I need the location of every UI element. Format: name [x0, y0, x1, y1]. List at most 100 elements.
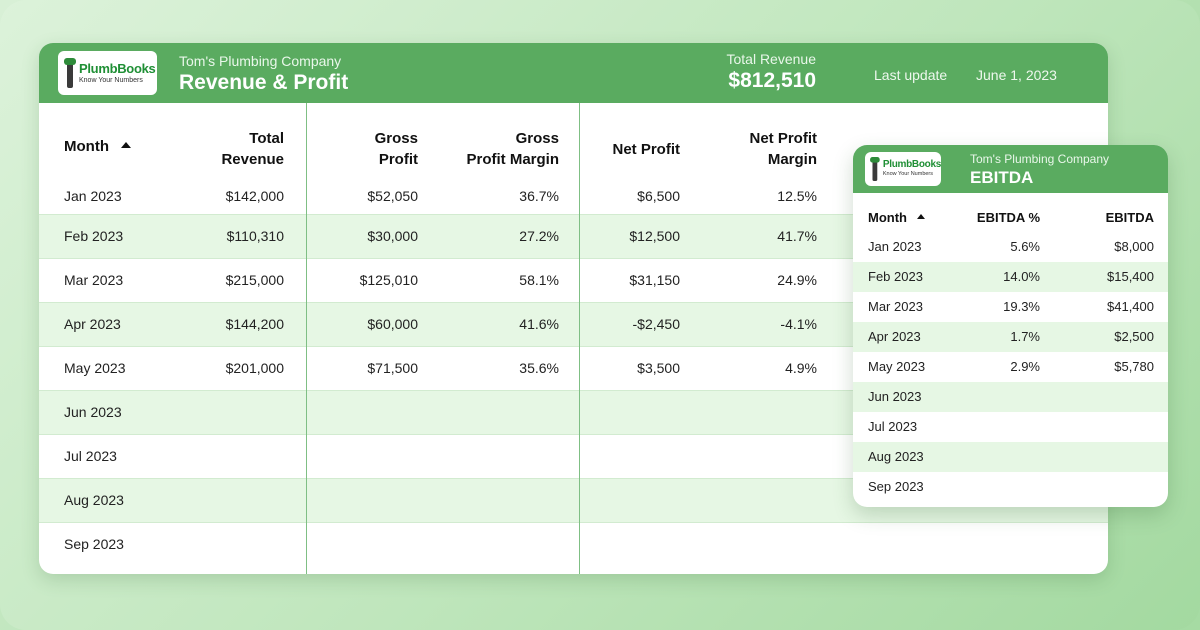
net-profit-margin-cell: -4.1%	[780, 316, 817, 332]
month-cell: May 2023	[64, 360, 126, 376]
ebitda-table-row: Mar 2023 19.3% $41,400	[853, 292, 1168, 322]
net-profit-cell	[580, 479, 680, 523]
gross-profit-margin-cell: 41.6%	[519, 316, 559, 332]
sort-ascending-icon	[916, 214, 925, 220]
gross-profit-margin-cell: 35.6%	[519, 360, 559, 376]
column-divider	[306, 103, 307, 574]
wrench-icon	[64, 58, 76, 88]
column-header-gross-profit[interactable]: Gross Profit	[318, 128, 418, 170]
logo-brand: PlumbBooks	[882, 159, 941, 171]
gross-profit-cell: $30,000	[367, 228, 418, 244]
net-profit-margin-cell	[697, 479, 817, 523]
net-profit-margin-cell: 24.9%	[777, 272, 817, 288]
table-row: Jan 2023 $142,000 $52,050 36.7% $6,500 12.5%	[39, 175, 1108, 221]
month-cell: Mar 2023	[868, 299, 923, 314]
ebitda-value-cell: $8,000	[1114, 239, 1154, 254]
gross-profit-cell	[318, 523, 418, 567]
net-profit-cell	[580, 391, 680, 435]
ebitda-value-cell: $41,400	[1107, 299, 1154, 314]
revenue-profit-header: PlumbBooks Know Your Numbers Tom's Plumb…	[39, 43, 1108, 103]
ebitda-value-cell: $2,500	[1114, 329, 1154, 344]
ebitda-company-name: Tom's Plumbing Company	[970, 152, 1110, 166]
gross-profit-cell: $60,000	[367, 316, 418, 332]
ebitda-title: EBITDA	[970, 168, 1034, 187]
plumbbooks-logo: PlumbBooks Know Your Numbers	[865, 152, 941, 186]
ebitda-table-row: Jun 2023	[853, 382, 1168, 412]
header-line-1: Net Profit	[749, 130, 818, 147]
ebitda-column-header-month[interactable]: Month	[868, 210, 925, 225]
gross-profit-cell: $52,050	[367, 188, 418, 204]
ebitda-pct-cell: 5.6%	[1010, 239, 1040, 254]
ebitda-pct-cell: 2.9%	[1010, 359, 1040, 374]
header-line-1: Gross	[374, 130, 418, 147]
ebitda-card: PlumbBooks Know Your Numbers Tom's Plumb…	[853, 145, 1168, 507]
ebitda-pct-cell	[953, 472, 1040, 502]
gross-profit-cell: $71,500	[367, 360, 418, 376]
total-revenue-cell	[184, 523, 284, 567]
column-header-net-profit-margin[interactable]: Net Profit Margin	[697, 128, 818, 170]
column-header-month[interactable]: Month	[64, 136, 131, 157]
month-cell: Sep 2023	[868, 479, 924, 494]
ebitda-column-header-pct[interactable]: EBITDA %	[976, 210, 1040, 225]
header-line-1: Total	[249, 130, 284, 147]
header-line-2: Profit Margin	[466, 151, 560, 168]
table-row: Jul 2023	[39, 434, 1108, 478]
month-cell: Sep 2023	[64, 536, 124, 552]
month-cell: Jul 2023	[64, 448, 117, 464]
net-profit-cell: -$2,450	[632, 316, 680, 332]
month-cell: Apr 2023	[64, 316, 121, 332]
header-line-1: Gross	[515, 130, 559, 147]
ebitda-column-header-value[interactable]: EBITDA	[1105, 210, 1154, 225]
ebitda-value-cell	[1053, 382, 1154, 412]
ebitda-value-cell	[1053, 412, 1154, 442]
ebitda-value-cell: $5,780	[1114, 359, 1154, 374]
total-revenue-cell: $144,200	[225, 316, 284, 332]
ebitda-table-row: Apr 2023 1.7% $2,500	[853, 322, 1168, 352]
month-cell: Jan 2023	[64, 188, 122, 204]
ebitda-pct-cell: 1.7%	[1010, 329, 1040, 344]
table-row: Mar 2023 $215,000 $125,010 58.1% $31,150 24.9…	[39, 258, 1108, 302]
ebitda-table-row: Sep 2023	[853, 472, 1168, 502]
gross-profit-margin-cell	[439, 523, 559, 567]
net-profit-cell	[580, 435, 680, 479]
ebitda-table-row: Jul 2023	[853, 412, 1168, 442]
gross-profit-cell	[318, 479, 418, 523]
month-cell: Aug 2023	[64, 492, 124, 508]
table-row: Sep 2023	[39, 522, 1108, 566]
header-line-2: Margin	[767, 151, 817, 168]
company-name: Tom's Plumbing Company	[179, 53, 342, 69]
month-cell: Aug 2023	[868, 449, 924, 464]
gross-profit-cell: $125,010	[359, 272, 418, 288]
logo-tagline: Know Your Numbers	[882, 171, 934, 178]
net-profit-margin-cell: 41.7%	[777, 228, 817, 244]
month-header-label: Month	[868, 210, 907, 225]
total-revenue-cell	[184, 391, 284, 435]
net-profit-margin-cell	[697, 523, 817, 567]
column-header-gross-profit-margin[interactable]: Gross Profit Margin	[439, 128, 560, 170]
month-cell: Jan 2023	[868, 239, 922, 254]
ebitda-table-row: Feb 2023 14.0% $15,400	[853, 262, 1168, 292]
sort-ascending-icon	[120, 142, 131, 149]
gross-profit-cell	[318, 391, 418, 435]
gross-profit-margin-cell	[439, 435, 559, 479]
net-profit-margin-cell: 12.5%	[777, 188, 817, 204]
total-revenue-value: $812,510	[728, 69, 816, 92]
gross-profit-cell	[318, 435, 418, 479]
month-cell: Feb 2023	[868, 269, 923, 284]
month-cell: Jul 2023	[868, 419, 918, 434]
ebitda-value-cell: $15,400	[1107, 269, 1154, 284]
column-header-total-revenue[interactable]: Total Revenue	[184, 128, 284, 170]
total-revenue-cell: $201,000	[225, 360, 284, 376]
total-revenue-cell: $215,000	[225, 272, 284, 288]
column-divider	[579, 103, 580, 574]
ebitda-pct-cell: 19.3%	[1003, 299, 1040, 314]
ebitda-header: PlumbBooks Know Your Numbers Tom's Plumb…	[853, 145, 1168, 193]
ebitda-pct-cell	[953, 442, 1040, 472]
header-line-2: Revenue	[221, 151, 284, 168]
column-header-net-profit[interactable]: Net Profit	[580, 139, 681, 160]
month-cell: May 2023	[868, 359, 926, 374]
ebitda-table-row: May 2023 2.9% $5,780	[853, 352, 1168, 382]
ebitda-table-row: Jan 2023 5.6% $8,000	[853, 232, 1168, 262]
net-profit-cell: $31,150	[629, 272, 680, 288]
gross-profit-margin-cell	[439, 479, 559, 523]
